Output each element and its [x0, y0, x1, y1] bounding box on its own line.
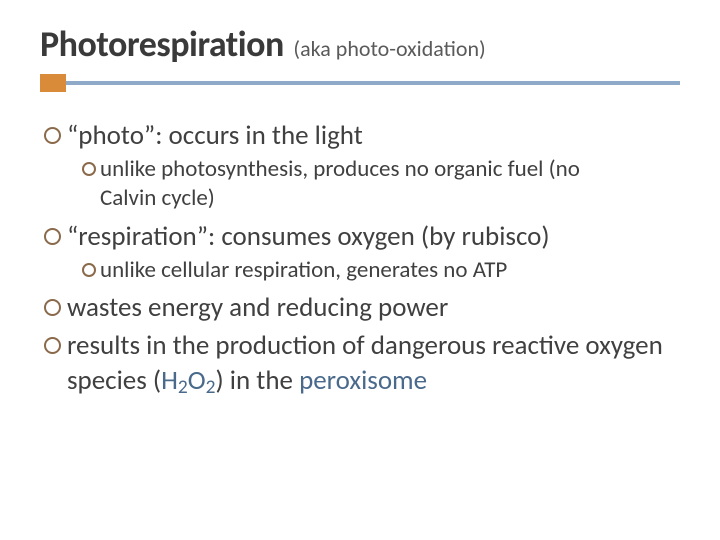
title-subtitle: (aka photo-oxidation) [293, 35, 485, 62]
bullet-level2: unlike cellular respiration, generates n… [82, 256, 680, 285]
circle-bullet-icon [44, 228, 61, 245]
bullet-text: wastes energy and reducing power [67, 290, 448, 325]
title-main: Photorespiration [40, 22, 284, 66]
circle-bullet-icon [44, 127, 61, 144]
bullet-text: unlike photosynthesis, produces no organ… [100, 155, 640, 213]
bullet-level1: “photo”: occurs in the light [44, 118, 680, 153]
bullet-level1: results in the production of dangerous r… [44, 328, 680, 398]
highlight-h2o2: H2O2 [161, 364, 215, 397]
bullet-text: “respiration”: consumes oxygen (by rubis… [67, 219, 550, 254]
bullet-text: results in the production of dangerous r… [67, 328, 680, 398]
accent-orange-block [40, 74, 66, 92]
accent-blue-line [66, 81, 680, 85]
circle-bullet-icon [44, 299, 61, 316]
bullet-level1: “respiration”: consumes oxygen (by rubis… [44, 219, 680, 254]
text-fragment: ) in the [216, 364, 300, 397]
highlight-peroxisome: peroxisome [299, 364, 427, 397]
bullet-level2: unlike photosynthesis, produces no organ… [82, 155, 680, 213]
bullet-level1: wastes energy and reducing power [44, 290, 680, 325]
slide-title: Photorespiration (aka photo-oxidation) [40, 22, 680, 66]
circle-bullet-icon [44, 337, 61, 354]
circle-bullet-icon [82, 263, 96, 277]
content-area: “photo”: occurs in the light unlike phot… [40, 118, 680, 398]
bullet-text: unlike cellular respiration, generates n… [100, 256, 507, 285]
circle-bullet-icon [82, 162, 96, 176]
accent-bar [40, 74, 680, 92]
bullet-text: “photo”: occurs in the light [67, 118, 363, 153]
